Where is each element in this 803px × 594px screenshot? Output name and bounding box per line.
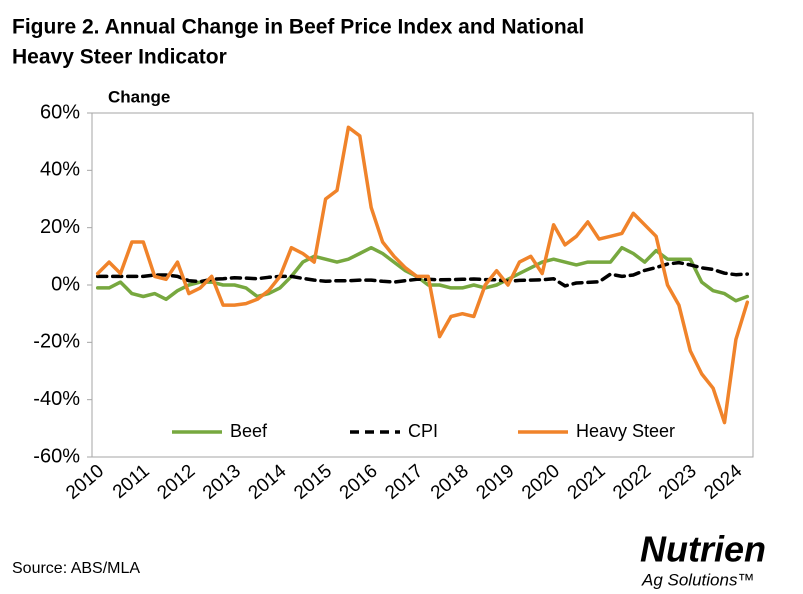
y-tick-label: -60% [33,445,80,467]
y-tick-label: -40% [33,388,80,410]
legend-label: Beef [230,421,268,441]
series-line [95,125,750,425]
y-axis-label: Change [108,87,170,106]
y-tick-label: 0% [51,273,80,295]
chart-title: Figure 2. Annual Change in Beef Price In… [12,16,584,39]
logo-tagline: Ag Solutions™ [641,570,754,589]
y-tick-label: 40% [40,159,80,181]
y-tick-label: -20% [33,331,80,353]
y-tick-label: 20% [40,216,80,238]
chart-title: Heavy Steer Indicator [12,46,227,69]
source: Source: ABS/MLA [12,560,140,577]
y-tick-label: 60% [40,101,80,123]
legend-label: CPI [408,421,438,441]
logo-name: Nutrien [640,529,766,570]
legend-label: Heavy Steer [576,421,675,441]
